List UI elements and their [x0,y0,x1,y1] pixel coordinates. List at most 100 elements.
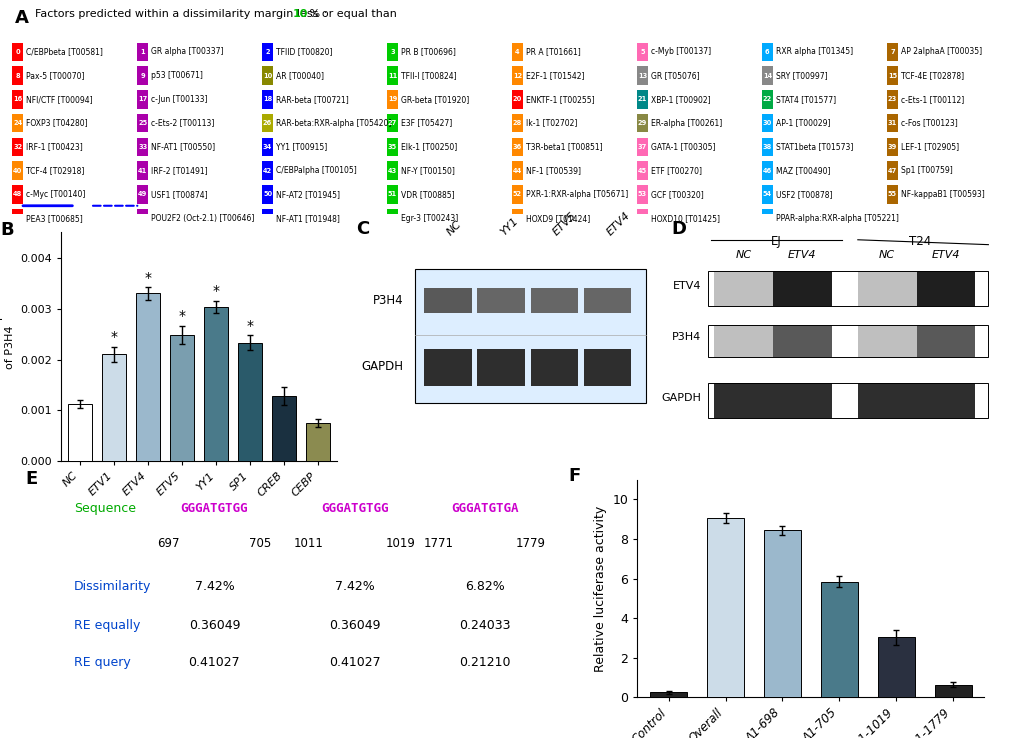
Text: 7: 7 [890,49,894,55]
Text: STAT4 [T01577]: STAT4 [T01577] [775,95,836,104]
Text: c-Jun [T00133]: c-Jun [T00133] [151,95,208,104]
Text: NF-AT1 [T01948]: NF-AT1 [T01948] [276,214,339,223]
Bar [820,582,857,697]
Text: RAR-beta:RXR-alpha [T05420]: RAR-beta:RXR-alpha [T05420] [276,119,391,128]
Text: 0.36049: 0.36049 [329,619,380,632]
Text: 22: 22 [762,97,771,103]
Text: Ik-1 [T02702]: Ik-1 [T02702] [526,119,577,128]
Text: 1019: 1019 [385,537,416,550]
Text: 1: 1 [141,49,145,55]
Text: GAPDH: GAPDH [361,360,404,373]
Bar [137,185,148,204]
Bar [386,114,397,132]
Text: 45: 45 [637,168,646,173]
Bar [386,66,397,85]
Text: 12: 12 [513,72,522,78]
Text: LEF-1 [T02905]: LEF-1 [T02905] [900,142,958,151]
Text: 28: 28 [513,120,522,126]
Bar [772,325,830,356]
Bar [262,43,273,61]
Bar [12,43,23,61]
Text: NF-AT2 [T01945]: NF-AT2 [T01945] [276,190,339,199]
Bar [12,162,23,180]
Bar [636,185,647,204]
Bar [886,137,897,156]
Text: 1779: 1779 [516,537,545,550]
Text: YY1 [T00915]: YY1 [T00915] [276,142,327,151]
Text: 44: 44 [513,168,522,173]
Text: SRY [T00997]: SRY [T00997] [775,71,826,80]
Text: 47: 47 [887,168,896,173]
Text: B: B [1,221,14,239]
Bar [12,209,23,227]
Bar [136,294,160,461]
Text: E3F [T05427]: E3F [T05427] [400,119,451,128]
Text: 43: 43 [387,168,396,173]
Text: *: * [110,331,117,345]
Bar [761,162,772,180]
Text: 25: 25 [138,120,147,126]
Bar [137,114,148,132]
Bar [636,90,647,108]
Bar [102,354,125,461]
Text: 19: 19 [387,97,396,103]
Text: c-Myc [T00140]: c-Myc [T00140] [26,190,86,199]
Text: C/EBPalpha [T00105]: C/EBPalpha [T00105] [276,166,357,175]
Text: 3: 3 [390,49,394,55]
Bar [530,289,578,313]
Text: 49: 49 [138,191,147,197]
Text: 1011: 1011 [293,537,324,550]
Bar [137,66,148,85]
Bar [707,325,987,356]
Text: *: * [212,284,219,298]
Text: MAZ [T00490]: MAZ [T00490] [775,166,829,175]
Text: 1771: 1771 [423,537,453,550]
Bar [857,325,916,356]
Bar [204,307,227,461]
Text: 59: 59 [387,215,396,221]
Text: 6: 6 [764,49,769,55]
Text: 20: 20 [513,97,522,103]
Bar [761,137,772,156]
Text: Factors predicted within a dissimilarity margin less or equal than: Factors predicted within a dissimilarity… [35,10,400,19]
Text: NF-kappaB1 [T00593]: NF-kappaB1 [T00593] [900,190,983,199]
Bar [886,90,897,108]
Bar [262,114,273,132]
Text: D: D [672,220,686,238]
Bar [636,43,647,61]
Bar [12,185,23,204]
Text: 697: 697 [157,537,179,550]
Text: GR [T05076]: GR [T05076] [650,71,699,80]
Text: TCF-4 [T02918]: TCF-4 [T02918] [26,166,85,175]
Text: GCF [T00320]: GCF [T00320] [650,190,703,199]
Bar [761,66,772,85]
Text: 50: 50 [263,191,272,197]
Text: TFIID [T00820]: TFIID [T00820] [276,47,332,56]
Bar [707,384,987,418]
Text: NC: NC [444,219,463,238]
Text: GGGATGTGG: GGGATGTGG [180,503,248,515]
Text: *: * [145,271,151,285]
Bar [386,209,397,227]
Text: 31: 31 [887,120,896,126]
Bar [636,209,647,227]
Text: 51: 51 [387,191,396,197]
Text: c-Fos [T00123]: c-Fos [T00123] [900,119,957,128]
Text: *: * [247,319,253,333]
Bar [477,349,525,386]
Text: T24: T24 [908,235,930,248]
Bar [584,349,631,386]
Bar [933,685,970,697]
Bar [713,384,772,418]
Text: 4: 4 [515,49,520,55]
Text: 15: 15 [887,72,896,78]
Text: GR-beta [T01920]: GR-beta [T01920] [400,95,469,104]
Bar [713,325,772,356]
Text: 46: 46 [762,168,771,173]
Text: 10: 10 [292,10,308,19]
Text: PXR-1:RXR-alpha [T05671]: PXR-1:RXR-alpha [T05671] [526,190,628,199]
Text: 36: 36 [513,144,522,150]
Text: Elk-1 [T00250]: Elk-1 [T00250] [400,142,457,151]
Text: NF-AT1 [T00550]: NF-AT1 [T00550] [151,142,215,151]
Bar [306,423,329,461]
